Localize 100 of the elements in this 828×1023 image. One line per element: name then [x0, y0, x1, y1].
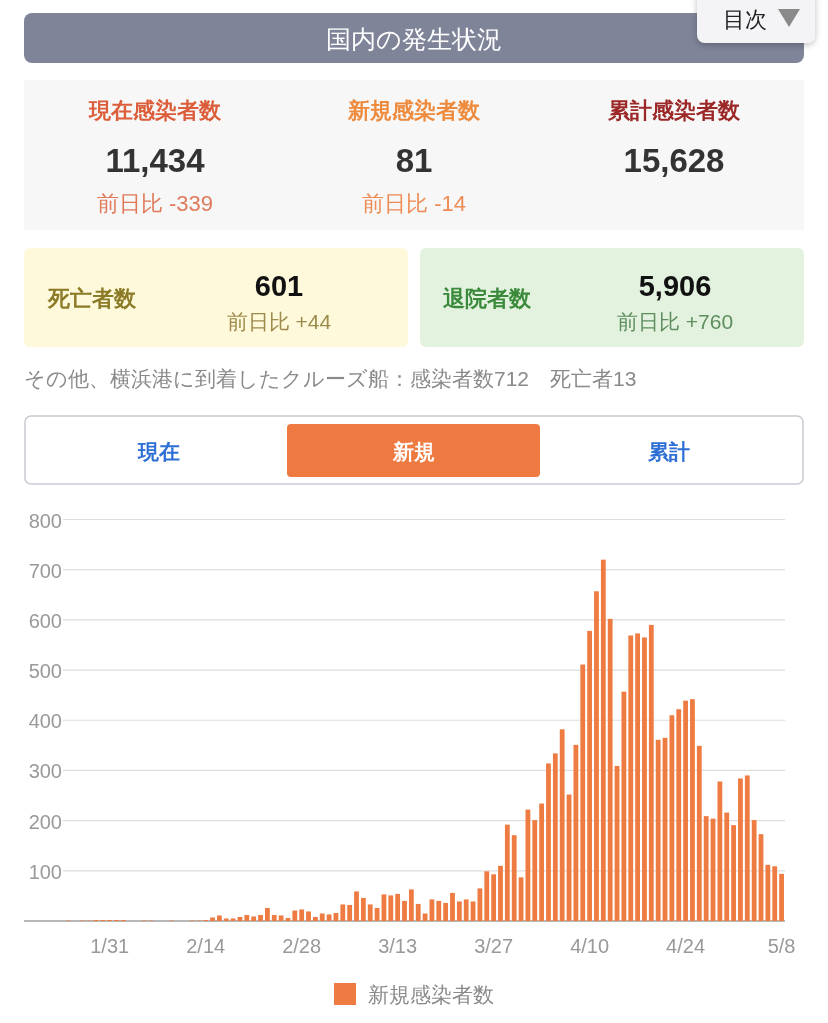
- bar: [319, 913, 325, 921]
- x-tick-label: 1/31: [90, 935, 130, 957]
- bar: [436, 900, 442, 921]
- bar: [511, 835, 517, 921]
- text: 新規感染者数: [347, 97, 481, 123]
- bar: [340, 904, 346, 921]
- bar: [669, 715, 675, 921]
- bar: [443, 902, 449, 921]
- y-tick-label: 200: [28, 810, 62, 833]
- bar: [395, 893, 401, 921]
- bar: [360, 897, 366, 921]
- bar: [717, 781, 723, 921]
- text: 81: [395, 141, 433, 179]
- bar: [223, 918, 229, 921]
- bar: [751, 820, 757, 921]
- bar: [532, 820, 538, 921]
- bar: [292, 910, 298, 921]
- bar: [772, 866, 778, 921]
- text: 前日比 +760: [616, 309, 734, 333]
- bar: [587, 630, 593, 921]
- bar: [271, 914, 277, 921]
- y-tick-label: 100: [28, 860, 62, 883]
- bar: [264, 907, 270, 921]
- x-tick-label: 3/27: [474, 935, 514, 957]
- bar: [621, 691, 627, 921]
- text: その他、横浜港に到着したクルーズ船：感染者数712 死亡者13: [24, 366, 637, 390]
- bar: [244, 914, 250, 921]
- bar: [354, 891, 359, 921]
- y-tick-label: 300: [28, 760, 62, 783]
- bar: [415, 903, 421, 921]
- bar: [306, 911, 311, 921]
- y-tick-label: 500: [28, 660, 62, 683]
- bar: [216, 915, 222, 921]
- bar: [388, 895, 394, 921]
- bar: [635, 633, 640, 921]
- bar: [731, 825, 736, 921]
- text: 5,906: [638, 270, 712, 302]
- legend: 新規感染者数: [334, 982, 494, 1006]
- bar: [744, 775, 750, 921]
- bar: [408, 889, 414, 921]
- x-tick-label: 3/13: [378, 935, 418, 957]
- text: 目次: [723, 6, 767, 32]
- bar: [696, 745, 702, 921]
- text: 新規: [392, 439, 435, 463]
- bar: [683, 700, 688, 921]
- bar: [546, 763, 551, 921]
- y-tick-label: 400: [28, 710, 62, 733]
- bar: [463, 899, 469, 921]
- bar: [676, 709, 682, 921]
- bar: [559, 729, 565, 921]
- bar: [600, 559, 606, 921]
- x-tick-label: 4/10: [570, 935, 610, 957]
- text: 現在: [137, 439, 180, 463]
- bar: [450, 892, 455, 921]
- text: 累計感染者数: [607, 97, 741, 123]
- bar: [642, 637, 647, 921]
- x-tick-label: 2/28: [282, 935, 322, 957]
- bar: [539, 803, 545, 921]
- bar: [326, 914, 332, 921]
- bar: [278, 915, 284, 921]
- bar: [251, 916, 257, 921]
- bar: [456, 901, 462, 921]
- text: 601: [254, 270, 304, 302]
- bar: [504, 824, 510, 921]
- bar: [230, 918, 236, 921]
- bar: [491, 874, 497, 921]
- bar: [258, 914, 263, 921]
- bar: [724, 812, 730, 921]
- bar: [312, 916, 318, 921]
- text: 累計: [647, 439, 690, 463]
- bar: [738, 778, 743, 921]
- text: 前日比 +44: [226, 309, 332, 333]
- bar: [690, 699, 695, 921]
- text: 死亡者数: [47, 285, 137, 311]
- bar: [402, 900, 407, 921]
- text: 前日比 -14: [362, 190, 466, 216]
- bar: [347, 904, 353, 921]
- bar: [703, 816, 709, 921]
- text: 前日比 -339: [96, 190, 214, 216]
- x-tick-label: 2/14: [186, 935, 226, 957]
- bar: [580, 664, 586, 921]
- bar: [628, 635, 634, 921]
- bar: [484, 871, 490, 921]
- bar: [779, 873, 784, 921]
- x-tick-label: 4/24: [666, 935, 706, 957]
- y-tick-label: 800: [28, 509, 62, 532]
- text: 現在感染者数: [88, 97, 222, 123]
- legend-label: 新規感染者数: [368, 982, 494, 1006]
- text: 国内の発生状況: [326, 25, 502, 53]
- bar: [594, 591, 599, 921]
- text: 11,434: [105, 141, 206, 179]
- bar: [573, 744, 579, 921]
- bar: [498, 865, 503, 921]
- bar: [655, 739, 661, 921]
- bar: [210, 917, 215, 921]
- bar: [367, 904, 373, 921]
- text: 15,628: [623, 141, 725, 179]
- bar: [552, 753, 558, 921]
- bar: [299, 909, 305, 921]
- bar: [648, 624, 654, 921]
